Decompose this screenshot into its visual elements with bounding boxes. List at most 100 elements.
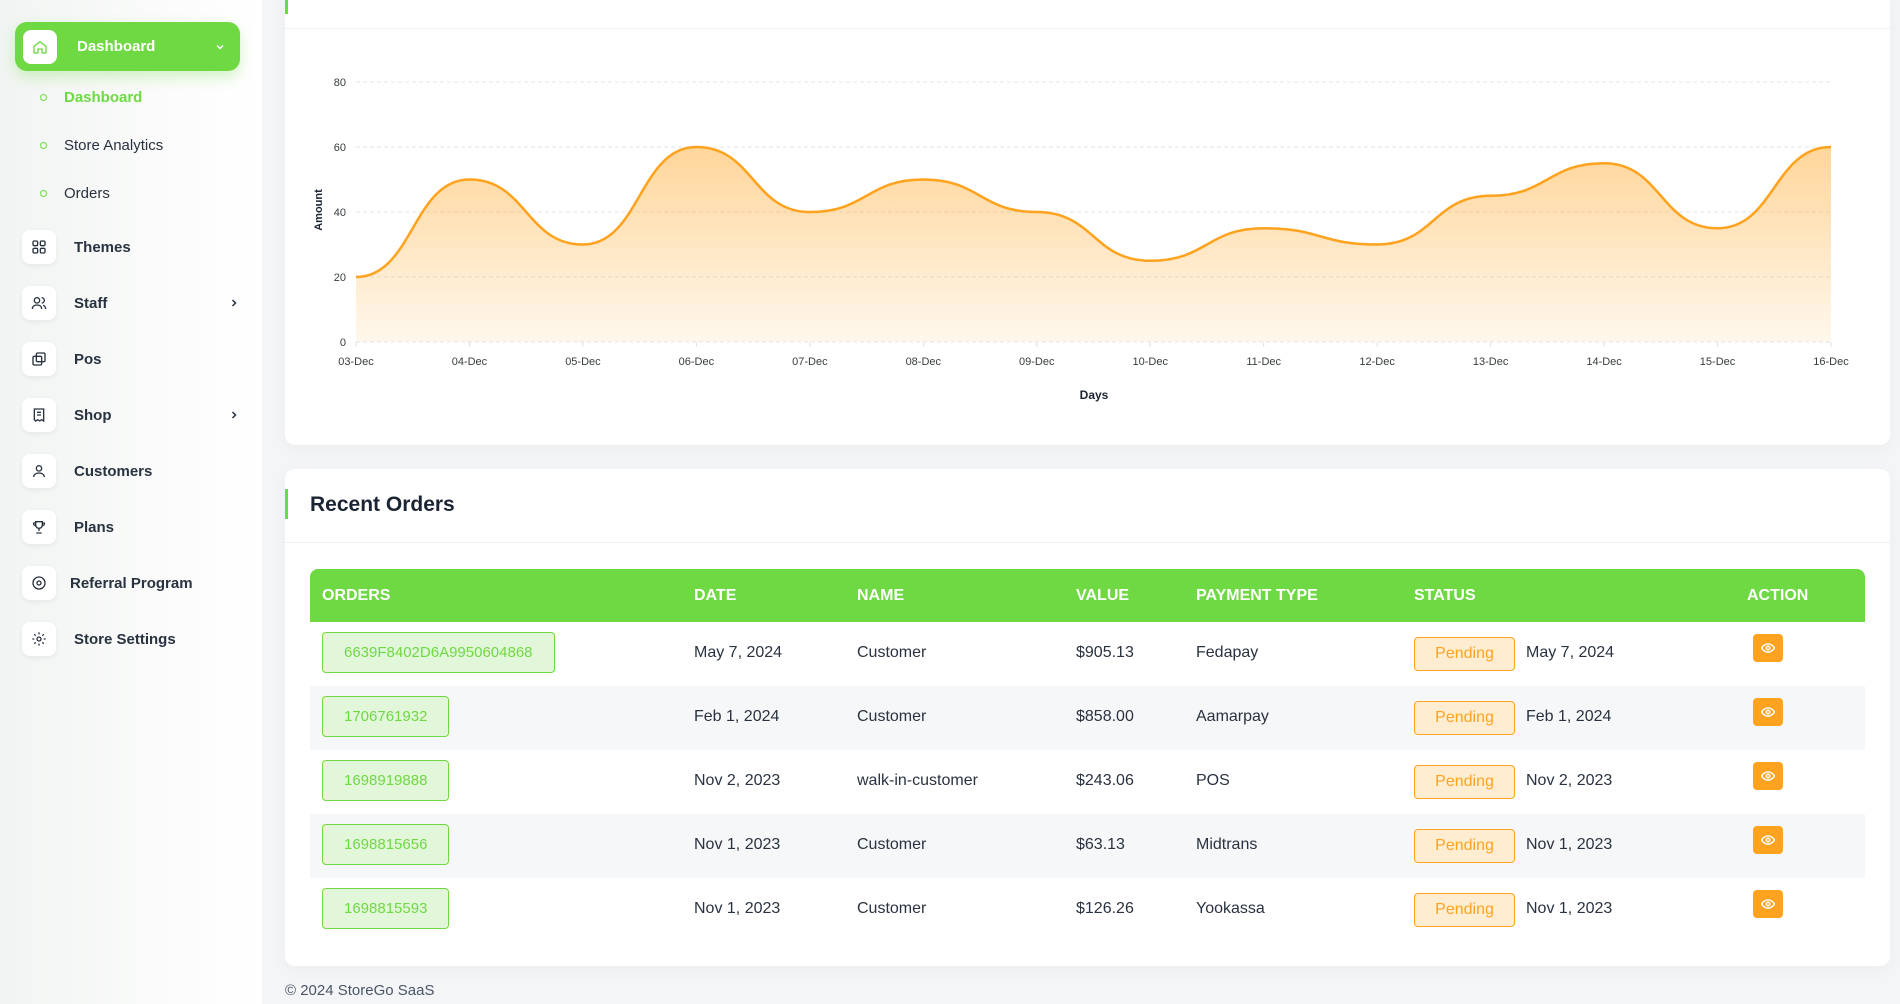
customer-name: Customer xyxy=(857,900,927,917)
order-value: $126.26 xyxy=(1076,900,1134,917)
order-value: $858.00 xyxy=(1076,708,1134,725)
view-order-button[interactable] xyxy=(1753,698,1783,726)
home-icon xyxy=(23,29,57,64)
x-tick-label: 14-Dec xyxy=(1586,356,1622,368)
order-id-link[interactable]: 1698815593 xyxy=(322,888,450,929)
sidebar-item-themes[interactable]: Themes xyxy=(22,227,242,267)
table-row: 1698815593 Nov 1, 2023 Customer $126.26 … xyxy=(310,878,1865,942)
x-tick-label: 07-Dec xyxy=(792,356,828,368)
order-value: $243.06 xyxy=(1076,772,1134,789)
view-order-button[interactable] xyxy=(1753,826,1783,854)
payment-type: Yookassa xyxy=(1196,900,1265,917)
x-tick-label: 06-Dec xyxy=(679,356,715,368)
gear-icon xyxy=(22,622,56,656)
status-badge: Pending xyxy=(1414,701,1515,735)
x-tick-label: 16-Dec xyxy=(1813,356,1849,368)
users-icon xyxy=(22,286,56,320)
status-badge: Pending xyxy=(1414,893,1515,927)
order-date: Nov 1, 2023 xyxy=(694,836,781,853)
order-id-link[interactable]: 1706761932 xyxy=(322,696,450,737)
sidebar-item-label: Shop xyxy=(74,406,112,424)
footer-copyright: © 2024 StoreGo SaaS xyxy=(285,982,435,999)
eye-icon xyxy=(1761,835,1775,845)
sidebar-item-label: Plans xyxy=(74,518,115,536)
recent-orders-card: Recent Orders ORDERS DATE NAME VALUE PAY… xyxy=(285,469,1890,966)
sidebar-item-referral-program[interactable]: Referral Program xyxy=(22,563,242,603)
sidebar-item-store-settings[interactable]: Store Settings xyxy=(22,619,242,659)
status-badge: Pending xyxy=(1414,637,1515,671)
column-header-status[interactable]: STATUS xyxy=(1414,587,1476,604)
badge-icon xyxy=(22,566,56,600)
submenu-label: Store Analytics xyxy=(64,137,164,154)
eye-icon xyxy=(1761,643,1775,653)
status-date: Nov 2, 2023 xyxy=(1526,772,1613,789)
order-date: Nov 1, 2023 xyxy=(694,900,781,917)
customer-name: Customer xyxy=(857,644,927,661)
sidebar-item-label: Dashboard xyxy=(77,38,156,55)
status-date: Nov 1, 2023 xyxy=(1526,900,1613,917)
grid-icon xyxy=(22,230,56,264)
table-header: ORDERS DATE NAME VALUE PAYMENT TYPE STAT… xyxy=(310,569,1865,622)
copy-icon xyxy=(22,342,56,376)
sidebar-item-customers[interactable]: Customers xyxy=(22,451,242,491)
sidebar-item-staff[interactable]: Staff xyxy=(22,283,242,323)
column-header-orders[interactable]: ORDERS xyxy=(322,587,391,604)
order-date: Feb 1, 2024 xyxy=(694,708,780,725)
eye-icon xyxy=(1761,707,1775,717)
area-series-line xyxy=(355,145,1832,279)
sidebar-item-pos[interactable]: Pos xyxy=(22,339,242,379)
sidebar-item-label: Themes xyxy=(74,238,131,256)
table-row: 1698815656 Nov 1, 2023 Customer $63.13 M… xyxy=(310,814,1865,878)
column-header-action: ACTION xyxy=(1747,587,1809,604)
x-tick-label: 04-Dec xyxy=(452,356,488,368)
sidebar-item-shop[interactable]: Shop xyxy=(22,395,242,435)
x-tick-label: 09-Dec xyxy=(1019,356,1055,368)
table-row: 6639F8402D6A9950604868 May 7, 2024 Custo… xyxy=(310,622,1865,686)
submenu-item-dashboard[interactable]: Dashboard xyxy=(40,89,142,106)
payment-type: Midtrans xyxy=(1196,836,1258,853)
sidebar-item-label: Customers xyxy=(74,462,153,480)
chevron-right-icon xyxy=(228,297,240,309)
view-order-button[interactable] xyxy=(1753,890,1783,918)
column-header-value[interactable]: VALUE xyxy=(1076,587,1130,604)
table-row: 1706761932 Feb 1, 2024 Customer $858.00 … xyxy=(310,686,1865,750)
sidebar-item-label: Staff xyxy=(74,294,108,312)
x-tick-label: 13-Dec xyxy=(1473,356,1509,368)
chevron-right-icon xyxy=(228,409,240,421)
card-header-divider xyxy=(285,28,1890,29)
order-date: Nov 2, 2023 xyxy=(694,772,781,789)
eye-icon xyxy=(1761,771,1775,781)
x-axis-label: Days xyxy=(1080,388,1109,402)
order-value: $905.13 xyxy=(1076,644,1134,661)
card-header-divider xyxy=(285,542,1890,543)
y-tick-label: 40 xyxy=(334,207,346,219)
sidebar-item-plans[interactable]: Plans xyxy=(22,507,242,547)
order-value: $63.13 xyxy=(1076,836,1125,853)
submenu-item-store-analytics[interactable]: Store Analytics xyxy=(40,137,163,154)
bullet-icon xyxy=(40,142,47,149)
area-chart: 0 20 40 60 80 03-Dec 04-Dec 05-Dec 06-Dec 07-Dec… xyxy=(313,77,1849,402)
card-title: Recent Orders xyxy=(310,493,455,516)
x-tick-label: 10-Dec xyxy=(1132,356,1168,368)
order-date: May 7, 2024 xyxy=(694,644,783,661)
column-header-payment-type[interactable]: PAYMENT TYPE xyxy=(1196,587,1318,604)
status-date: Nov 1, 2023 xyxy=(1526,836,1613,853)
customer-name: Customer xyxy=(857,708,927,725)
view-order-button[interactable] xyxy=(1753,762,1783,790)
submenu-item-orders[interactable]: Orders xyxy=(40,185,110,202)
order-id-link[interactable]: 1698919888 xyxy=(322,760,450,801)
x-tick-label: 12-Dec xyxy=(1359,356,1395,368)
view-order-button[interactable] xyxy=(1753,634,1783,662)
column-header-date[interactable]: DATE xyxy=(694,587,737,604)
order-id-link[interactable]: 1698815656 xyxy=(322,824,450,865)
sidebar-item-dashboard[interactable]: Dashboard xyxy=(15,22,240,71)
payment-type: Aamarpay xyxy=(1196,708,1269,725)
payment-type: POS xyxy=(1196,772,1230,789)
column-header-name[interactable]: NAME xyxy=(857,587,905,604)
user-icon xyxy=(22,454,56,488)
x-tick-label: 03-Dec xyxy=(338,356,374,368)
eye-icon xyxy=(1761,899,1775,909)
order-id-link[interactable]: 6639F8402D6A9950604868 xyxy=(322,632,555,673)
y-tick-label: 60 xyxy=(334,142,346,154)
bullet-icon xyxy=(40,190,47,197)
